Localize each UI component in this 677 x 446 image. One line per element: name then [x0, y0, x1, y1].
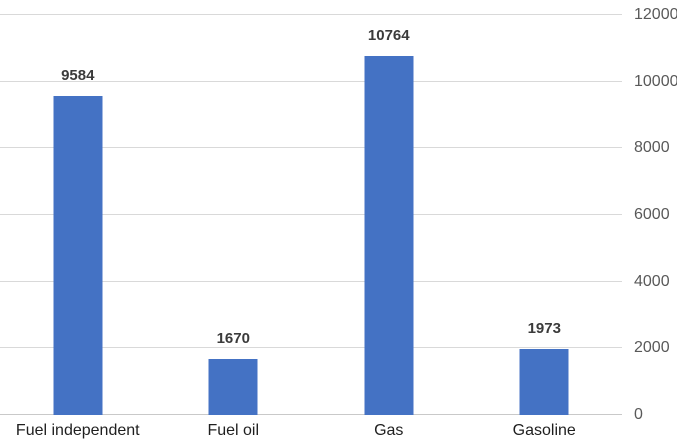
- plot-area: 9584 1670 10764 1973: [0, 14, 623, 415]
- gridline-8000: [0, 147, 622, 149]
- x-axis-line: [0, 414, 622, 415]
- category-label-2: Fuel oil: [207, 422, 260, 439]
- bar-4: [519, 349, 569, 415]
- bar-column-1: 9584: [0, 15, 156, 415]
- y-tick-label-12000: 12000: [634, 6, 677, 23]
- y-tick-label-4000: 4000: [634, 272, 670, 290]
- data-label-1: 9584: [61, 66, 95, 84]
- gridline-4000: [0, 280, 622, 282]
- data-label-4: 1973: [527, 320, 561, 338]
- y-tick-label-2000: 2000: [634, 339, 670, 357]
- bar-column-4: 1973: [467, 15, 623, 415]
- gridline-6000: [0, 214, 622, 215]
- bar-1: [53, 95, 103, 415]
- category-label-4: Gasoline: [512, 422, 576, 439]
- y-tick-label-10000: 10000: [634, 72, 677, 90]
- x-axis: Fuel independent Fuel oil Gas Gasoline: [0, 419, 622, 446]
- y-tick-label-6000: 6000: [634, 206, 670, 223]
- y-tick-label-8000: 8000: [634, 139, 670, 157]
- gridline-10000: [0, 80, 622, 82]
- bar-3: [364, 56, 414, 415]
- category-label-1: Fuel independent: [15, 422, 140, 439]
- data-label-3: 10764: [367, 27, 410, 45]
- bar-column-3: 10764: [311, 15, 467, 415]
- y-tick-label-0: 0: [634, 406, 643, 423]
- gridline-2000: [0, 347, 622, 349]
- bar-2: [208, 359, 258, 415]
- category-label-3: Gas: [374, 422, 404, 439]
- data-label-2: 1670: [216, 330, 250, 348]
- bar-column-2: 1670: [156, 15, 312, 415]
- gridline-12000: [0, 14, 622, 15]
